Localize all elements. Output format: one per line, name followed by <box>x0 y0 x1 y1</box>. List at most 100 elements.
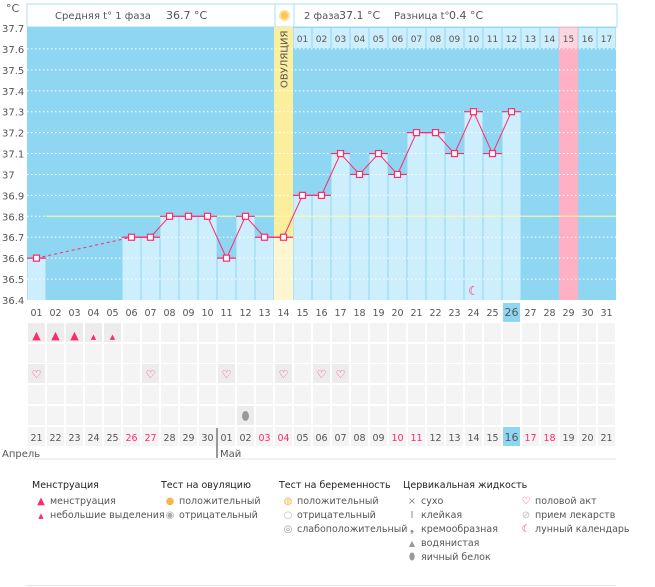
symptom-cell <box>47 385 64 404</box>
temperature-point <box>260 233 269 241</box>
date-label: 28 <box>163 433 175 444</box>
date-label: 16 <box>505 431 519 444</box>
symptom-cell <box>237 344 254 363</box>
cycle-day-label: 28 <box>543 308 555 319</box>
legend-item: ○ отрицательный <box>279 509 407 523</box>
symptom-cell <box>389 364 406 383</box>
cycle-day-label: 26 <box>505 306 519 319</box>
cycle-day-label: 29 <box>562 308 574 319</box>
symptom-cell <box>332 385 349 404</box>
symptom-cell <box>256 364 273 383</box>
date-cell <box>104 427 121 446</box>
legend-title: Тест на беременность <box>279 480 391 491</box>
pregnancy-negative-icon: ○ <box>283 510 293 521</box>
y-axis-unit: °C <box>6 2 20 15</box>
luteal-day-label: 04 <box>354 35 366 45</box>
egg-white-icon: ⬮ <box>408 552 416 563</box>
symptom-cell <box>446 406 463 425</box>
legend-item: ◎ слабоположительный <box>279 523 408 537</box>
symptom-cell <box>85 406 102 425</box>
symptom-cell <box>351 385 368 404</box>
positive-test-icon: ● <box>165 496 175 507</box>
heart-icon: ♡ <box>222 368 232 381</box>
cycle-day-label: 30 <box>581 308 593 319</box>
watery-icon: ▲ <box>408 539 416 548</box>
symptom-cell <box>484 364 501 383</box>
temperature-line-segment <box>454 111 474 154</box>
symptom-cell <box>256 385 273 404</box>
legend-label: яичный белок <box>421 552 491 563</box>
heart-icon: ♡ <box>521 496 531 507</box>
symptom-cell <box>370 364 387 383</box>
symptom-cell <box>66 406 83 425</box>
symptom-cell <box>598 323 615 342</box>
legend-item: ▲ менструация <box>32 495 165 509</box>
temperature-line-segment <box>283 195 303 238</box>
temperature-point <box>393 170 402 179</box>
symptom-cell <box>28 344 45 363</box>
luteal-day-cell <box>350 28 369 48</box>
symptom-cell <box>465 406 482 425</box>
date-label: 29 <box>182 433 194 444</box>
expected-period-band <box>559 27 578 300</box>
date-cell <box>313 427 330 446</box>
symptom-cell <box>47 364 64 383</box>
date-label: 05 <box>296 433 308 444</box>
date-label: 08 <box>353 433 365 444</box>
symptom-cell <box>427 385 444 404</box>
symptom-cell <box>142 323 159 342</box>
y-tick-label: 36.7 <box>2 233 24 244</box>
heart-icon: ♡ <box>317 368 327 381</box>
symptom-cell <box>427 344 444 363</box>
date-cell <box>161 427 178 446</box>
symptom-cell <box>579 385 596 404</box>
luteal-day-cell <box>407 28 426 48</box>
symptom-cell <box>370 344 387 363</box>
legend-label: отрицательный <box>179 510 258 521</box>
cycle-day-label: 18 <box>353 308 365 319</box>
cycle-day-label: 20 <box>391 308 403 319</box>
symptom-cell <box>294 344 311 363</box>
sun-icon <box>279 10 290 21</box>
date-cell <box>408 427 425 446</box>
symptom-cell <box>522 406 539 425</box>
symptom-cell <box>180 385 197 404</box>
menstruation-icon: ▲ <box>70 329 79 342</box>
symptom-cell <box>598 344 615 363</box>
legend-item: ▲ небольшие выделения <box>32 509 164 523</box>
date-label: 27 <box>144 433 156 444</box>
date-cell <box>427 427 444 446</box>
legend-label: лунный календарь <box>535 524 630 535</box>
symptom-cell <box>332 323 349 342</box>
symptom-cell <box>446 364 463 383</box>
temperature-bar <box>217 258 236 300</box>
date-label: 11 <box>410 433 422 444</box>
date-cell <box>598 427 615 446</box>
symptom-cell <box>579 406 596 425</box>
symptom-cell <box>408 344 425 363</box>
cycle-day-label: 04 <box>87 308 99 319</box>
symptom-cell <box>408 364 425 383</box>
symptom-cell <box>465 385 482 404</box>
symptom-cell <box>104 406 121 425</box>
dry-icon: × <box>407 496 417 507</box>
date-cell <box>275 427 292 446</box>
symptom-cell <box>351 364 368 383</box>
cycle-day-label: 17 <box>334 308 346 319</box>
symptom-cell <box>503 364 520 383</box>
date-cell <box>123 427 140 446</box>
symptom-cell <box>47 344 64 363</box>
temperature-line-segment <box>397 132 417 175</box>
date-cell <box>484 427 501 446</box>
symptom-cell <box>275 323 292 342</box>
symptom-cell <box>218 323 235 342</box>
luteal-day-label: 02 <box>316 35 327 45</box>
creamy-icon: ❟ <box>410 524 414 535</box>
symptom-cell <box>199 323 216 342</box>
small-drop-icon: ▲ <box>38 512 44 520</box>
legend-label: прием лекарств <box>535 510 616 521</box>
legend-item: ♡ половой акт <box>517 495 630 509</box>
symptom-cell <box>313 323 330 342</box>
moon-icon: ☾ <box>468 284 479 298</box>
legend-title: Менструация <box>32 480 99 491</box>
